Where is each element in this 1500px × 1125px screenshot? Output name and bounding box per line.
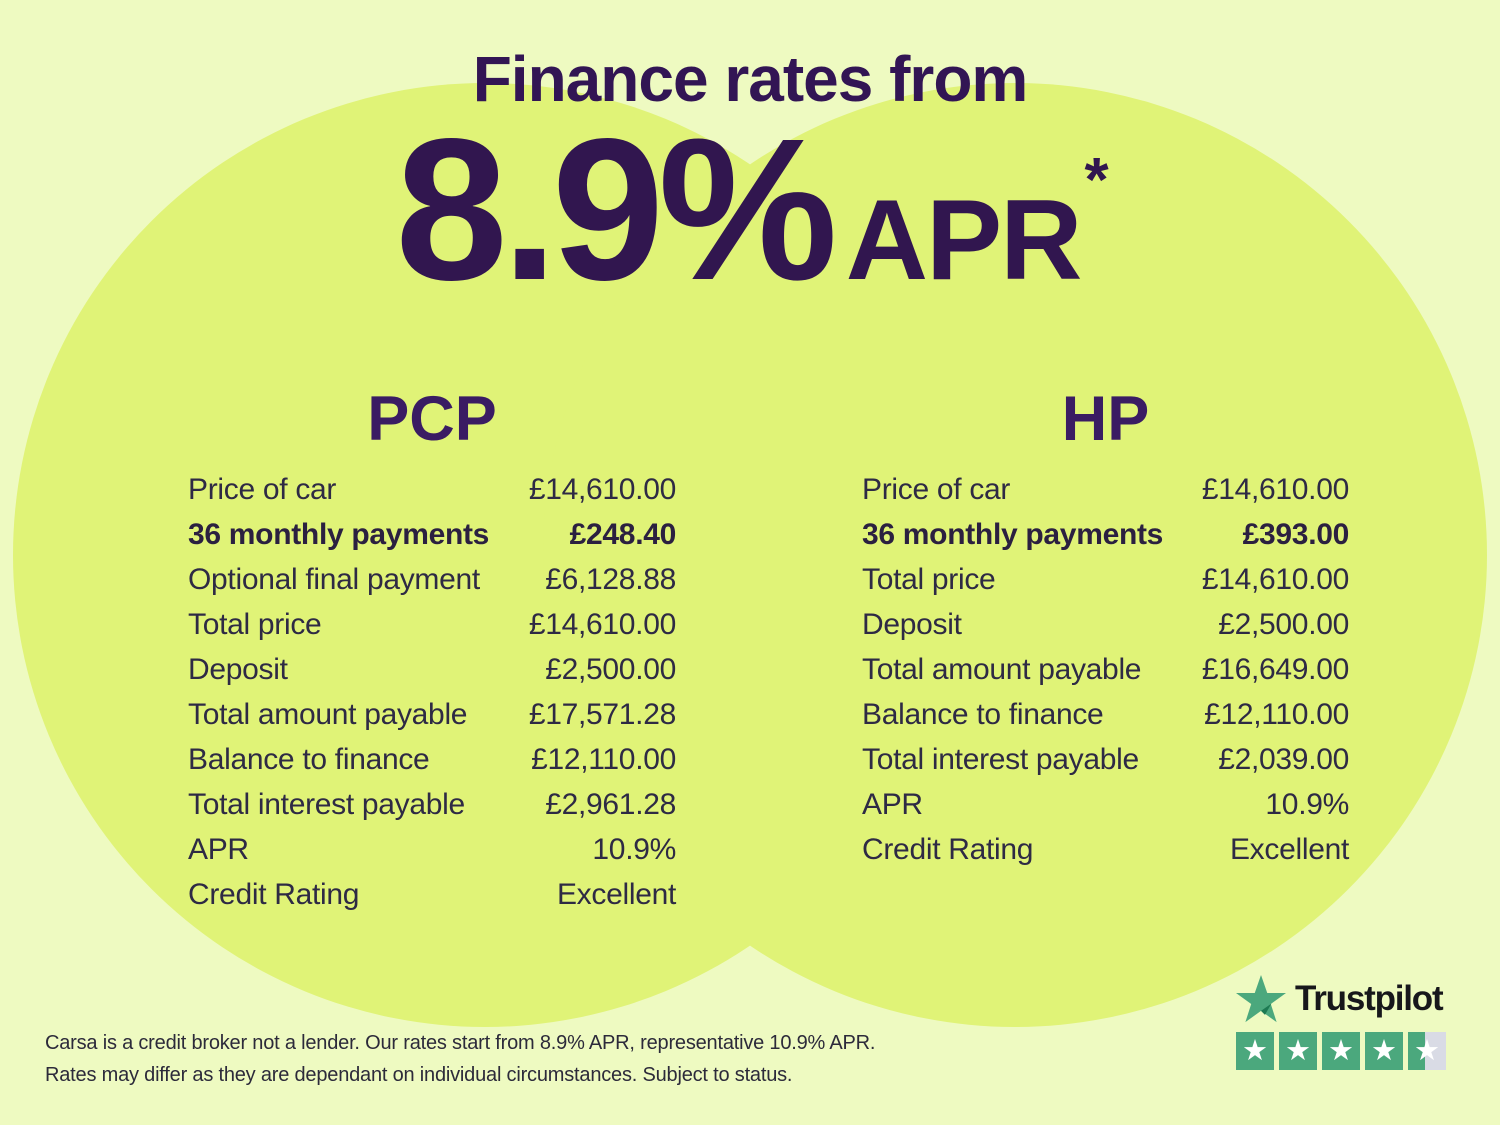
table-row: Credit Rating Excellent	[862, 827, 1349, 872]
row-value: Excellent	[556, 877, 676, 911]
rating-star-1: ★	[1236, 1032, 1274, 1070]
row-label: 36 monthly payments	[862, 517, 1164, 551]
table-row: Credit Rating Excellent	[188, 872, 676, 917]
row-label: Balance to finance	[188, 742, 430, 776]
row-label: 36 monthly payments	[188, 517, 490, 551]
row-value: £2,961.28	[545, 787, 676, 821]
row-value: £14,610.00	[528, 607, 676, 641]
row-label: Price of car	[188, 472, 337, 506]
row-label: Credit Rating	[862, 832, 1034, 866]
rating-star-3: ★	[1322, 1032, 1360, 1070]
table-row: Total price £14,610.00	[862, 557, 1349, 602]
table-row: Total amount payable £16,649.00	[862, 647, 1349, 692]
table-row: Total amount payable £17,571.28	[188, 692, 676, 737]
table-row: Total price £14,610.00	[188, 602, 676, 647]
rating-star-4: ★	[1365, 1032, 1403, 1070]
row-label: Balance to finance	[862, 697, 1104, 731]
row-label: Total interest payable	[862, 742, 1139, 776]
legal-disclaimer: Carsa is a credit broker not a lender. O…	[45, 1027, 1145, 1092]
disclaimer-line-2: Rates may differ as they are dependant o…	[45, 1064, 793, 1087]
row-value: 10.9%	[592, 832, 676, 866]
row-label: Total amount payable	[862, 652, 1142, 686]
hp-table: Price of car £14,610.00 36 monthly payme…	[862, 467, 1349, 872]
row-value: £14,610.00	[1201, 472, 1349, 506]
row-value: £14,610.00	[528, 472, 676, 506]
row-label: Deposit	[188, 652, 288, 686]
rating-star-5-partial: ★	[1408, 1032, 1446, 1070]
table-row: Total interest payable £2,961.28	[188, 782, 676, 827]
row-label: Price of car	[862, 472, 1011, 506]
trustpilot-star-icon	[1236, 975, 1286, 1023]
pcp-heading: PCP	[367, 384, 497, 454]
row-value: Excellent	[1229, 832, 1349, 866]
pcp-table: Price of car £14,610.00 36 monthly payme…	[188, 467, 676, 917]
row-label: APR	[188, 832, 249, 866]
row-label: Total price	[862, 562, 996, 596]
row-value: £2,500.00	[1218, 607, 1349, 641]
table-row: Price of car £14,610.00	[188, 467, 676, 512]
table-row: Balance to finance £12,110.00	[862, 692, 1349, 737]
row-value: £17,571.28	[528, 697, 676, 731]
table-row: 36 monthly payments £248.40	[188, 512, 676, 557]
rate-unit: APR	[845, 177, 1083, 304]
table-row: Total interest payable £2,039.00	[862, 737, 1349, 782]
trustpilot-wordmark: Trustpilot	[1295, 979, 1444, 1018]
table-row: Deposit £2,500.00	[862, 602, 1349, 647]
row-label: APR	[862, 787, 923, 821]
trustpilot-rating-stars: ★ ★ ★ ★ ★	[1236, 1032, 1450, 1070]
row-label: Total amount payable	[188, 697, 468, 731]
table-row: 36 monthly payments £393.00	[862, 512, 1349, 557]
row-value: 10.9%	[1265, 787, 1349, 821]
table-row: Price of car £14,610.00	[862, 467, 1349, 512]
row-value: £14,610.00	[1201, 562, 1349, 596]
row-label: Total price	[188, 607, 322, 641]
rate-asterisk: *	[1084, 146, 1109, 215]
row-value: £16,649.00	[1201, 652, 1349, 686]
table-row: APR 10.9%	[188, 827, 676, 872]
rating-star-2: ★	[1279, 1032, 1317, 1070]
row-label: Deposit	[862, 607, 962, 641]
table-row: APR 10.9%	[862, 782, 1349, 827]
table-row: Balance to finance £12,110.00	[188, 737, 676, 782]
trustpilot-logo: Trustpilot	[1236, 975, 1450, 1023]
row-value: £12,110.00	[531, 742, 676, 776]
headline-rate: 8.9% APR *	[0, 108, 1500, 310]
hp-heading: HP	[1061, 384, 1150, 454]
table-row: Optional final payment £6,128.88	[188, 557, 676, 602]
row-value: £248.40	[569, 517, 677, 551]
row-value: £6,128.88	[545, 562, 676, 596]
headline-kicker: Finance rates from	[472, 43, 1029, 115]
background-circle-right	[543, 83, 1487, 1027]
row-label: Optional final payment	[188, 562, 480, 596]
disclaimer-line-1: Carsa is a credit broker not a lender. O…	[45, 1032, 876, 1054]
rate-value: 8.9%	[395, 96, 837, 322]
row-value: £393.00	[1242, 517, 1350, 551]
row-label: Credit Rating	[188, 877, 360, 911]
row-value: £12,110.00	[1204, 697, 1349, 731]
row-value: £2,039.00	[1218, 742, 1349, 776]
row-value: £2,500.00	[545, 652, 676, 686]
table-row: Deposit £2,500.00	[188, 647, 676, 692]
row-label: Total interest payable	[188, 787, 465, 821]
trustpilot-badge: Trustpilot ★ ★ ★ ★ ★	[1236, 975, 1450, 1070]
